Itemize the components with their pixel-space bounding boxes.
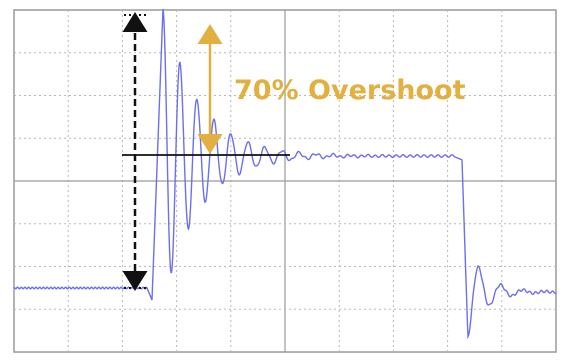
overshoot-label: 70% Overshoot [234, 75, 466, 106]
scope-screenshot: 70% Overshoot [0, 0, 568, 360]
